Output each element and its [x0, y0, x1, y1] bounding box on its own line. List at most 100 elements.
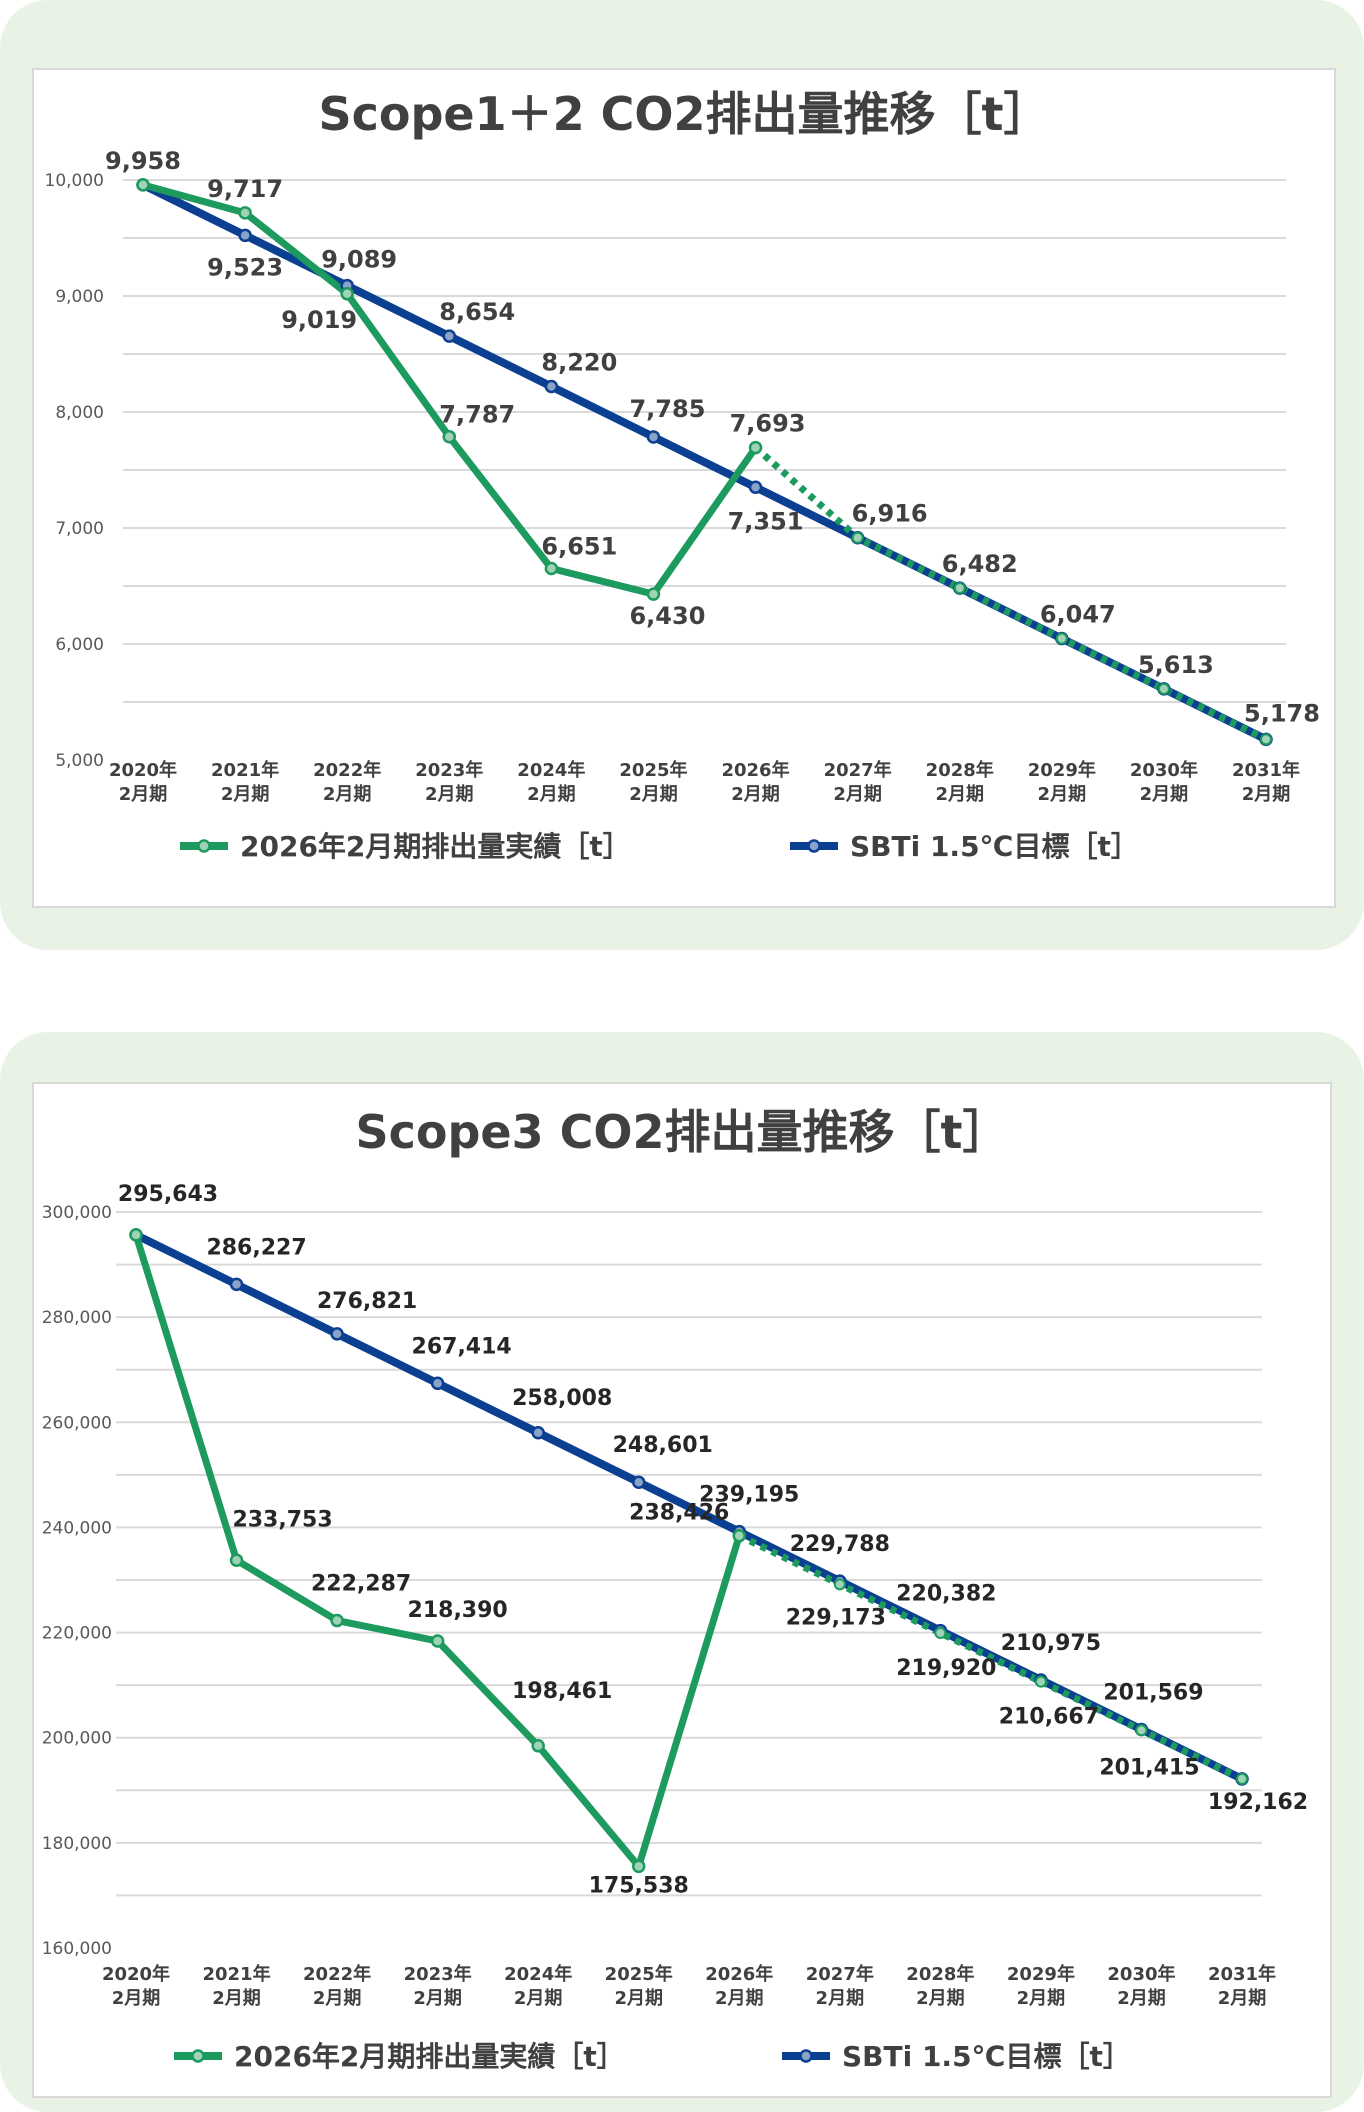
sbti-target-point: [442, 329, 457, 343]
sbti-data-label: 6,482: [942, 550, 1018, 578]
sbti-data-label: 9,523: [207, 253, 283, 281]
actual-data-label: 6,430: [629, 602, 705, 630]
x-category-year: 2029年: [1028, 759, 1096, 781]
x-category-year: 2024年: [504, 1963, 572, 1985]
sbti-data-label: 276,821: [317, 1289, 417, 1314]
actual-data-label: 9,958: [105, 147, 181, 175]
x-category-year: 2029年: [1007, 1963, 1075, 1985]
x-category-year: 2027年: [806, 1963, 874, 1985]
x-category-period: 2月期: [715, 1988, 764, 2009]
sbti-data-label: 9,089: [321, 246, 397, 274]
actual-emissions-point: [136, 178, 150, 192]
sbti-data-label: 201,569: [1103, 1680, 1203, 1705]
x-category-period: 2月期: [1242, 784, 1291, 805]
sbti-data-label: 295,643: [118, 1182, 218, 1207]
actual-emissions-point: [748, 440, 763, 455]
chart-title: Scope1＋2 CO2排出量推移［t］: [318, 87, 1049, 141]
x-category-label: 2027年 2月期: [824, 759, 892, 805]
sbti-data-label: 7,785: [629, 395, 705, 423]
x-category-period: 2月期: [527, 784, 576, 805]
sbti-data-label: 6,916: [852, 500, 928, 528]
sbti-target-point: [430, 1376, 445, 1391]
x-category-label: 2021年 2月期: [202, 1963, 270, 2009]
x-category-label: 2025年 2月期: [605, 1963, 673, 2009]
actual-data-label: 7,787: [439, 401, 515, 429]
x-category-period: 2月期: [816, 1988, 865, 2009]
sbti-data-label: 5,613: [1138, 651, 1214, 679]
actual-emissions-point: [442, 429, 457, 444]
actual-projection-point: [953, 582, 966, 595]
sbti-data-label: 7,351: [728, 507, 804, 535]
sbti-target-point: [631, 1475, 646, 1489]
x-category-year: 2026年: [721, 759, 789, 781]
x-category-period: 2月期: [935, 784, 984, 805]
x-category-year: 2023年: [404, 1963, 472, 1985]
x-category-year: 2031年: [1208, 1963, 1276, 1985]
legend-actual-label: 2026年2月期排出量実績［t］: [234, 2040, 625, 2073]
x-category-year: 2028年: [906, 1963, 974, 1985]
legend-sbti-label: SBTi 1.5℃目標［t］: [850, 830, 1139, 863]
chart1-svg: Scope1＋2 CO2排出量推移［t］ 5,000 6,000 7,000 8,000…: [45, 87, 1320, 863]
x-category-period: 2月期: [323, 784, 372, 805]
x-category-label: 2030年 2月期: [1107, 1963, 1175, 2009]
legend-actual-label: 2026年2月期排出量実績［t］: [240, 830, 631, 863]
x-category-label: 2023年 2月期: [415, 759, 483, 805]
actual-data-label: 9,717: [207, 175, 283, 203]
x-category-year: 2022年: [313, 759, 381, 781]
x-category-label: 2028年 2月期: [906, 1963, 974, 2009]
actual-data-label: 6,651: [541, 532, 617, 560]
chart1-panel: Scope1＋2 CO2排出量推移［t］ 5,000 6,000 7,000 8,000…: [0, 0, 1364, 950]
actual-emissions-point: [544, 561, 559, 576]
x-category-year: 2021年: [211, 759, 279, 781]
x-category-period: 2月期: [1017, 1988, 1066, 2009]
x-category-period: 2月期: [629, 784, 678, 805]
x-category-year: 2021年: [202, 1963, 270, 1985]
chart2-panel: Scope3 CO2排出量推移［t］ 160,000 180,000 200,000 2…: [0, 1032, 1364, 2112]
x-category-period: 2月期: [916, 1988, 965, 2009]
x-category-label: 2024年 2月期: [504, 1963, 572, 2009]
y-tick-label: 8,000: [55, 403, 104, 423]
chart-title: Scope3 CO2排出量推移［t］: [355, 1105, 1008, 1159]
sbti-target-point: [646, 430, 661, 444]
x-category-period: 2月期: [1117, 1988, 1166, 2009]
sbti-target-point: [748, 480, 763, 495]
actual-data-label: 198,461: [512, 1679, 612, 1704]
x-category-year: 2030年: [1107, 1963, 1175, 1985]
actual-data-label: 222,287: [311, 1572, 411, 1597]
projection-data-label: 229,173: [786, 1605, 886, 1630]
actual-projection-point: [1236, 1772, 1248, 1785]
actual-data-label: 238,426: [629, 1501, 729, 1526]
actual-projection-point: [934, 1626, 947, 1639]
legend-marker: [197, 839, 211, 853]
legend-marker: [191, 2049, 205, 2063]
actual-emissions-point: [646, 587, 661, 601]
x-category-label: 2028年 2月期: [926, 759, 994, 805]
actual-emissions-point: [129, 1228, 143, 1242]
x-category-year: 2031年: [1232, 759, 1300, 781]
y-tick-label: 10,000: [45, 171, 104, 191]
x-category-label: 2023年 2月期: [404, 1963, 472, 2009]
x-category-year: 2026年: [705, 1963, 773, 1985]
x-category-year: 2027年: [824, 759, 892, 781]
y-tick-label: 180,000: [42, 1834, 112, 1854]
projection-data-label: 210,667: [999, 1705, 1099, 1730]
actual-data-label: 218,390: [408, 1598, 508, 1623]
x-category-label: 2026年 2月期: [721, 759, 789, 805]
y-tick-label: 240,000: [42, 1518, 112, 1538]
actual-projection-point: [851, 531, 864, 544]
sbti-data-label: 267,414: [412, 1334, 512, 1359]
x-category-period: 2月期: [212, 1988, 261, 2009]
x-category-label: 2022年 2月期: [313, 759, 381, 805]
x-category-period: 2月期: [514, 1988, 563, 2009]
y-tick-label: 260,000: [42, 1413, 112, 1433]
sbti-data-label: 8,220: [541, 348, 617, 376]
x-category-period: 2月期: [119, 784, 168, 805]
x-category-period: 2月期: [1140, 784, 1189, 805]
x-category-year: 2023年: [415, 759, 483, 781]
x-category-period: 2月期: [1218, 1988, 1267, 2009]
x-category-period: 2月期: [221, 784, 270, 805]
x-category-year: 2020年: [102, 1963, 170, 1985]
x-category-year: 2022年: [303, 1963, 371, 1985]
actual-data-label: 9,019: [281, 306, 357, 334]
chart1-card: Scope1＋2 CO2排出量推移［t］ 5,000 6,000 7,000 8,000…: [32, 68, 1336, 908]
